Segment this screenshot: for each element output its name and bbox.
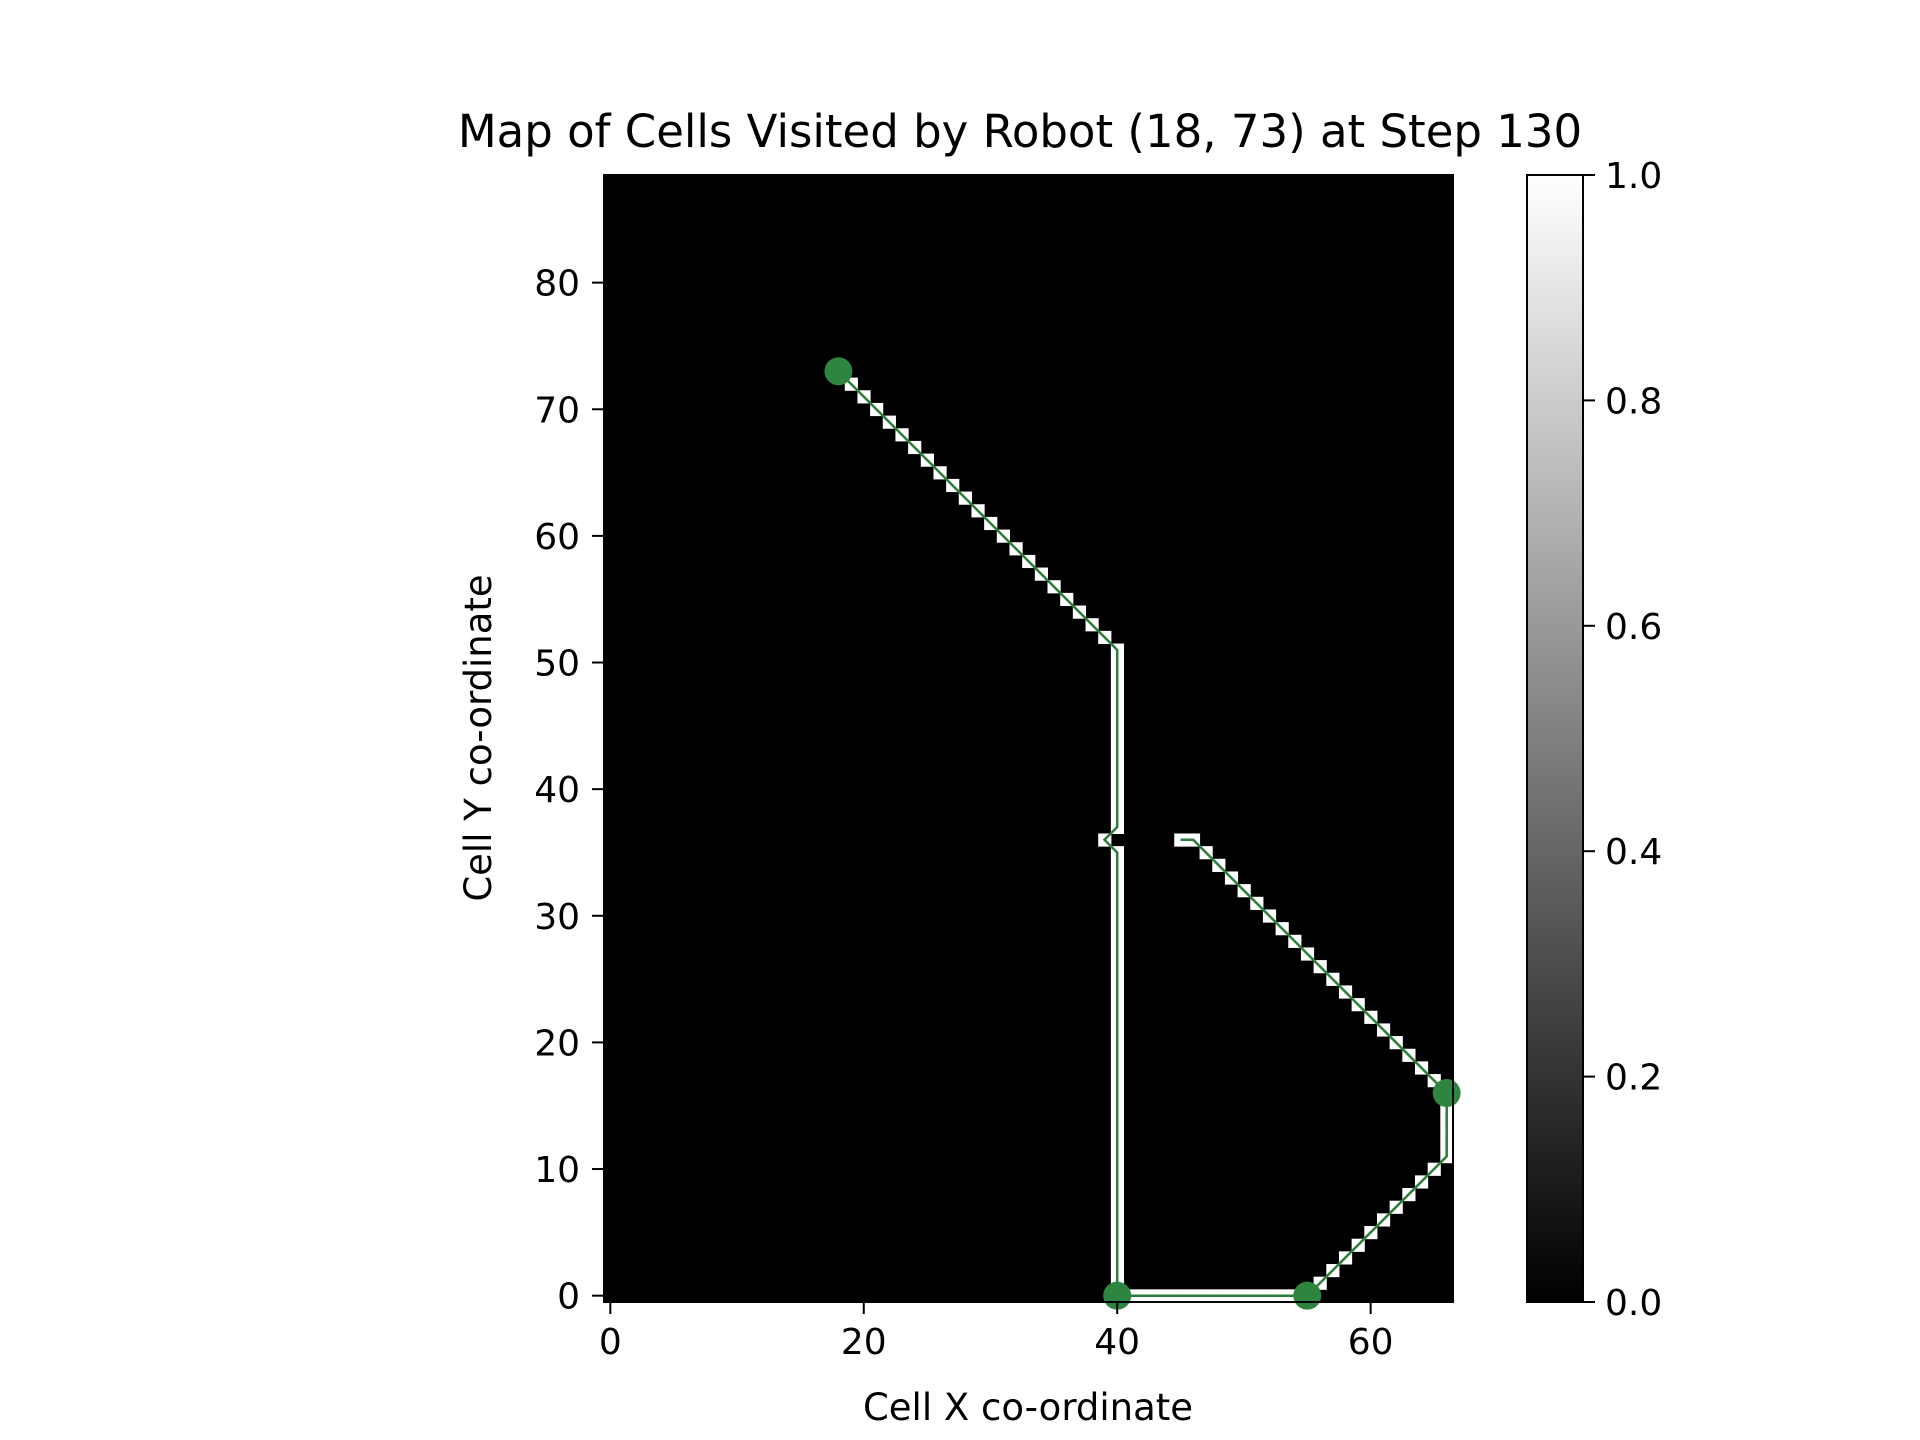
y-tick-label: 80 bbox=[534, 264, 580, 305]
x-tick-label: 60 bbox=[1348, 1322, 1394, 1363]
y-tick-label: 30 bbox=[534, 897, 580, 938]
plot-frame bbox=[603, 174, 1454, 1303]
x-axis-label: Cell X co-ordinate bbox=[863, 1386, 1193, 1429]
colorbar: 0.0 0.2 0.4 0.6 0.8 1.0 bbox=[1526, 156, 1662, 1324]
colorbar-tick-label: 0.4 bbox=[1605, 832, 1662, 873]
waypoint-marker bbox=[824, 357, 853, 386]
y-tick-label: 20 bbox=[534, 1023, 580, 1064]
waypoint-marker bbox=[1293, 1281, 1322, 1310]
y-axis: 0 10 20 30 40 50 60 70 80 bbox=[534, 264, 604, 1318]
y-tick-label: 0 bbox=[557, 1277, 580, 1318]
colorbar-tick-label: 0.6 bbox=[1605, 607, 1662, 648]
x-tick-label: 0 bbox=[599, 1322, 622, 1363]
y-tick-label: 10 bbox=[534, 1150, 580, 1191]
colorbar-ticks: 0.0 0.2 0.4 0.6 0.8 1.0 bbox=[1583, 156, 1662, 1324]
y-tick-label: 40 bbox=[534, 770, 580, 811]
colorbar-tick-label: 0.2 bbox=[1605, 1058, 1662, 1099]
heatmap-plot bbox=[604, 175, 1461, 1310]
y-tick-label: 70 bbox=[534, 390, 580, 431]
colorbar-gradient bbox=[1526, 174, 1584, 1303]
x-tick-label: 20 bbox=[841, 1322, 887, 1363]
waypoint-marker bbox=[1432, 1079, 1461, 1108]
x-tick-label: 40 bbox=[1094, 1322, 1140, 1363]
x-axis: 0 20 40 60 bbox=[599, 174, 1454, 1363]
plot-background bbox=[604, 175, 1453, 1302]
chart-title: Map of Cells Visited by Robot (18, 73) a… bbox=[458, 105, 1582, 158]
y-tick-label: 60 bbox=[534, 517, 580, 558]
colorbar-tick-label: 0.8 bbox=[1605, 381, 1662, 422]
colorbar-tick-label: 1.0 bbox=[1605, 156, 1662, 197]
colorbar-tick-label: 0.0 bbox=[1605, 1283, 1662, 1324]
y-axis-label: Cell Y co-ordinate bbox=[457, 574, 500, 901]
y-tick-label: 50 bbox=[534, 644, 580, 685]
